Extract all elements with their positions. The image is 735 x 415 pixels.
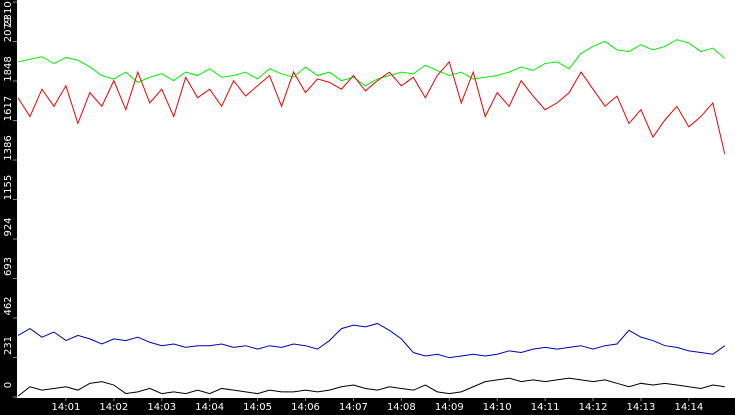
series-line <box>17 377 725 397</box>
y-tick-label: 2310 <box>3 1 14 26</box>
series-line <box>17 322 726 359</box>
x-tick-label: 14:04 <box>195 402 224 413</box>
x-tick-label: 14:05 <box>243 402 272 413</box>
x-tick-label: 14:09 <box>435 402 464 413</box>
y-tick-label: 0 <box>3 382 14 388</box>
x-tick-label: 14:03 <box>147 402 176 413</box>
x-tick-label: 14:01 <box>52 402 81 413</box>
x-tick-label: 14:10 <box>483 402 512 413</box>
y-tick-label: 231 <box>3 336 14 355</box>
x-tick-label: 14:02 <box>99 402 128 413</box>
y-tick-label: 462 <box>3 296 14 315</box>
x-tick-label: 14:08 <box>387 402 416 413</box>
x-tick-label: 14:07 <box>339 402 368 413</box>
y-tick-label: 924 <box>3 217 14 236</box>
series-line <box>17 39 726 87</box>
x-tick-label: 14:13 <box>627 402 656 413</box>
x-tick-label: 14:11 <box>531 402 560 413</box>
x-tick-label: 14:06 <box>291 402 320 413</box>
series-line <box>17 60 726 155</box>
y-axis-strip <box>0 0 17 415</box>
y-tick-label: 1155 <box>3 175 14 200</box>
x-axis-strip <box>0 398 735 415</box>
y-tick-label: 1617 <box>3 96 14 121</box>
x-tick-label: 14:12 <box>579 402 608 413</box>
x-tick-label: 14:14 <box>674 402 703 413</box>
y-tick-label: 1386 <box>3 135 14 160</box>
y-tick-label: 693 <box>3 257 14 276</box>
y-tick-label: 2079 <box>3 17 14 42</box>
y-tick-label: 1848 <box>3 56 14 81</box>
